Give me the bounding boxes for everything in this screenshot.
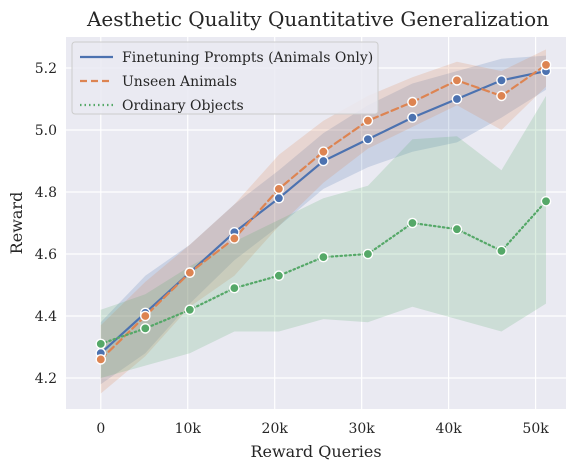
- data-point-series-0: [407, 112, 418, 123]
- series-markers: [95, 59, 552, 365]
- data-point-series-1: [229, 233, 240, 244]
- x-tick-label: 20k: [262, 421, 289, 437]
- data-point-series-0: [496, 75, 507, 86]
- data-point-series-0: [362, 133, 374, 145]
- data-point-series-1: [318, 146, 329, 157]
- y-axis-label: Reward: [7, 192, 26, 255]
- data-point-series-2: [451, 223, 463, 235]
- legend-box: [71, 41, 379, 115]
- data-point-series-1: [540, 59, 552, 71]
- data-point-series-2: [362, 248, 374, 260]
- data-point-series-2: [229, 282, 240, 294]
- y-axis-ticks: 4.2 4.4 4.6 4.8 5.0 5.2: [35, 61, 57, 387]
- data-point-series-1: [140, 310, 151, 322]
- data-point-series-2: [540, 195, 552, 207]
- y-tick-label: 5.0: [35, 123, 57, 139]
- data-point-series-0: [451, 93, 463, 105]
- data-point-series-2: [184, 304, 196, 316]
- x-tick-label: 40k: [435, 421, 462, 437]
- data-point-series-2: [496, 245, 507, 257]
- confidence-band-series-0: [100, 55, 547, 385]
- data-point-series-1: [451, 75, 463, 86]
- data-point-series-0: [273, 192, 285, 204]
- x-tick-label: 10k: [175, 421, 202, 437]
- data-point-series-2: [95, 338, 107, 350]
- legend-label: Unseen Animals: [122, 74, 237, 90]
- data-point-series-2: [407, 217, 418, 229]
- data-point-series-1: [95, 354, 107, 365]
- x-axis-label: Reward Queries: [250, 442, 381, 461]
- y-tick-label: 4.6: [35, 247, 57, 263]
- data-point-series-0: [318, 155, 329, 167]
- x-tick-label: 30k: [348, 421, 375, 437]
- legend-label: Finetuning Prompts (Animals Only): [122, 50, 373, 66]
- data-point-series-2: [140, 323, 151, 334]
- data-point-series-1: [184, 267, 196, 278]
- x-tick-label: 0: [96, 421, 105, 437]
- x-tick-label: 50k: [522, 421, 549, 437]
- y-tick-label: 4.4: [35, 309, 57, 325]
- y-tick-label: 4.2: [35, 371, 57, 387]
- confidence-band-series-2: [100, 95, 547, 379]
- x-axis-ticks: 0 10k 20k 30k 40k 50k: [96, 421, 549, 437]
- data-point-series-2: [318, 251, 329, 263]
- legend-label: Ordinary Objects: [122, 98, 244, 114]
- y-tick-label: 5.2: [35, 61, 57, 77]
- data-point-series-2: [273, 270, 285, 282]
- data-point-series-1: [273, 183, 285, 195]
- y-tick-label: 4.8: [35, 185, 57, 201]
- chart-title: Aesthetic Quality Quantitative Generaliz…: [86, 7, 549, 31]
- legend: Finetuning Prompts (Animals Only) Unseen …: [71, 41, 379, 115]
- data-point-series-1: [496, 90, 507, 102]
- data-point-series-1: [407, 96, 418, 108]
- data-point-series-1: [362, 115, 374, 126]
